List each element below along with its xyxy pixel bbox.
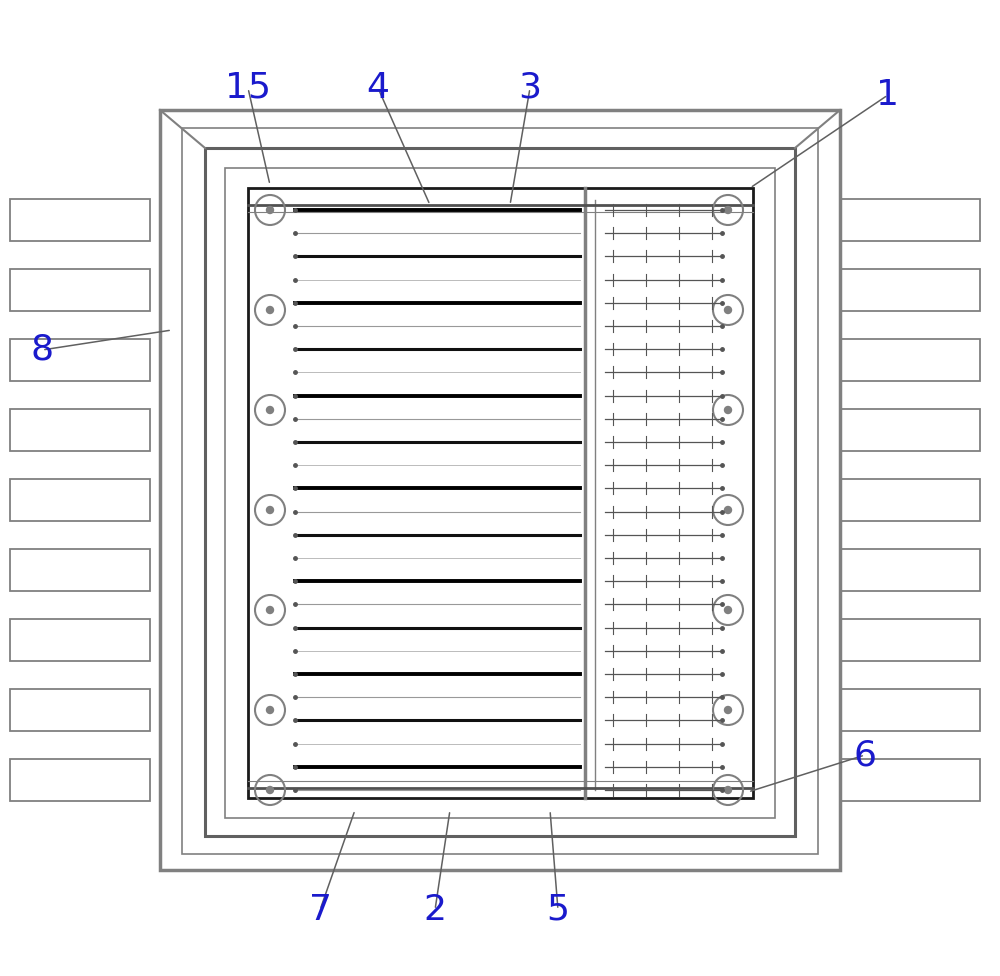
Bar	[205, 148, 795, 836]
Bar	[10, 199, 150, 241]
Bar	[840, 479, 980, 521]
Text: 1: 1	[876, 78, 900, 112]
Text: 6: 6	[854, 738, 876, 772]
Bar	[160, 110, 840, 870]
Bar	[10, 339, 150, 381]
Text: 2: 2	[424, 893, 446, 927]
Bar	[10, 759, 150, 801]
Bar	[10, 409, 150, 451]
Text: 7: 7	[308, 893, 332, 927]
Circle shape	[724, 707, 732, 713]
Circle shape	[266, 406, 274, 414]
Circle shape	[266, 507, 274, 513]
Bar	[840, 339, 980, 381]
Circle shape	[266, 707, 274, 713]
Circle shape	[724, 606, 732, 614]
Bar	[840, 759, 980, 801]
Bar	[10, 689, 150, 731]
Bar	[840, 619, 980, 661]
Bar	[840, 549, 980, 591]
Circle shape	[724, 306, 732, 313]
Text: 3: 3	[518, 71, 542, 105]
Text: 5: 5	[546, 893, 570, 927]
Bar	[840, 199, 980, 241]
Bar	[840, 689, 980, 731]
Circle shape	[266, 787, 274, 793]
Bar	[10, 479, 150, 521]
Bar	[248, 188, 753, 798]
Circle shape	[724, 207, 732, 214]
Text: 4: 4	[366, 71, 390, 105]
Bar	[840, 269, 980, 311]
Text: 8: 8	[30, 333, 54, 367]
Bar	[10, 619, 150, 661]
Circle shape	[724, 507, 732, 513]
Bar	[225, 168, 775, 818]
Circle shape	[724, 787, 732, 793]
Text: 15: 15	[225, 71, 271, 105]
Circle shape	[266, 207, 274, 214]
Bar	[840, 409, 980, 451]
Circle shape	[266, 606, 274, 614]
Bar	[10, 269, 150, 311]
Circle shape	[266, 306, 274, 313]
Bar	[182, 128, 818, 854]
Circle shape	[724, 406, 732, 414]
Bar	[10, 549, 150, 591]
